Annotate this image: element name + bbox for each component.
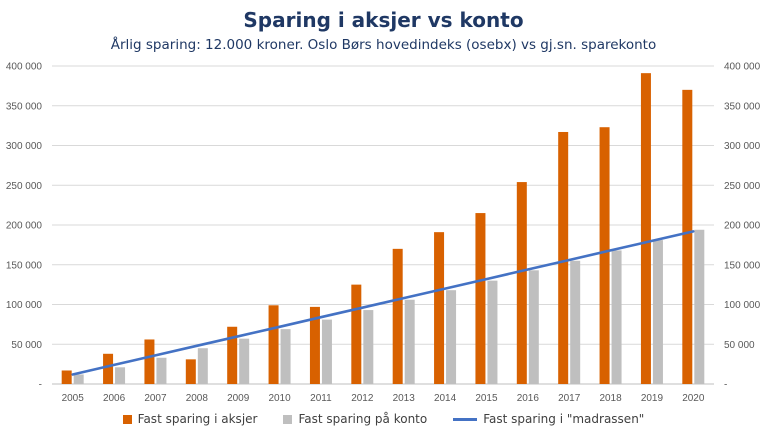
x-tick-label: 2013: [393, 393, 416, 404]
bar-stocks: [640, 73, 651, 384]
x-tick-label: 2009: [227, 393, 250, 404]
y-tick-label-right: 50 000: [724, 340, 755, 351]
legend-swatch-account: [283, 414, 293, 424]
y-tick-label-right: 100 000: [724, 300, 761, 311]
bar-stocks: [185, 359, 196, 384]
bar-account: [239, 338, 250, 384]
bar-account: [528, 270, 539, 384]
y-tick-label-left: 400 000: [6, 62, 43, 73]
bar-stocks: [351, 284, 362, 384]
y-tick-label-right: 300 000: [724, 141, 761, 152]
bar-account: [321, 319, 332, 384]
line-series: [71, 230, 695, 376]
y-tick-label-left: 150 000: [6, 260, 43, 271]
x-tick-label: 2020: [682, 393, 705, 404]
bar-stocks: [682, 89, 693, 384]
y-tick-label-right: 250 000: [724, 181, 761, 192]
x-tick-label: 2011: [310, 393, 332, 404]
bar-stocks: [599, 127, 610, 384]
y-tick-label-left: 100 000: [6, 300, 43, 311]
bar-stocks: [434, 232, 445, 384]
bar-stocks: [144, 339, 155, 384]
x-tick-label: 2005: [62, 393, 85, 404]
bar-account: [115, 367, 126, 384]
y-tick-label-left: 350 000: [6, 101, 43, 112]
x-tick-label: 2018: [599, 393, 622, 404]
x-tick-label: 2014: [434, 393, 457, 404]
x-tick-label: 2007: [144, 393, 167, 404]
x-axis: 2005 2006 2007 2008 2009 2010 2011 2012 2013 2014…: [62, 393, 705, 404]
x-tick-label: 2008: [186, 393, 209, 404]
y-tick-label-left: 250 000: [6, 181, 43, 192]
bar-stocks: [103, 353, 114, 384]
bar-stocks: [309, 306, 320, 384]
y-tick-label-right: 350 000: [724, 101, 761, 112]
y-tick-label-right: -: [724, 380, 727, 391]
x-tick-label: 2017: [558, 393, 581, 404]
bar-stocks: [475, 213, 486, 384]
bar-stocks: [558, 131, 569, 384]
y-axis-left: - 50 000 100 000 150 000 200 000 250 000 300 0…: [6, 62, 43, 391]
bar-account: [487, 280, 498, 384]
bar-account: [446, 290, 457, 384]
x-tick-label: 2015: [475, 393, 498, 404]
y-axis-right: - 50 000 100 000 150 000 200 000 250 000 300 0…: [724, 62, 761, 391]
y-tick-label-left: 200 000: [6, 221, 43, 232]
legend: Fast sparing i aksjer Fast sparing på ko…: [0, 412, 767, 426]
bar-account: [404, 299, 415, 384]
bars: [61, 73, 705, 384]
y-tick-label-right: 150 000: [724, 260, 761, 271]
bar-account: [694, 229, 705, 384]
y-tick-label-right: 200 000: [724, 221, 761, 232]
bar-account: [652, 240, 663, 384]
legend-item-account: Fast sparing på konto: [283, 412, 427, 426]
legend-swatch-mattress: [453, 417, 478, 421]
legend-label-stocks: Fast sparing i aksjer: [137, 412, 258, 426]
bar-stocks: [268, 305, 279, 384]
legend-item-stocks: Fast sparing i aksjer: [122, 412, 258, 426]
bar-account: [363, 310, 374, 384]
x-tick-label: 2019: [641, 393, 664, 404]
bar-stocks: [392, 248, 403, 384]
bar-account: [156, 357, 167, 384]
x-tick-label: 2010: [268, 393, 291, 404]
y-tick-label-left: -: [39, 380, 42, 391]
legend-item-mattress: Fast sparing i "madrassen": [453, 412, 644, 426]
bar-stocks: [516, 182, 527, 384]
y-tick-label-left: 50 000: [11, 340, 42, 351]
bar-stocks: [61, 370, 72, 384]
chart-subtitle: Årlig sparing: 12.000 kroner. Oslo Børs …: [110, 37, 657, 53]
legend-swatch-stocks: [122, 414, 132, 424]
bar-stocks: [227, 326, 238, 384]
legend-label-mattress: Fast sparing i "madrassen": [483, 412, 645, 426]
x-tick-label: 2012: [351, 393, 374, 404]
bar-account: [73, 374, 84, 384]
chart-title: Sparing i aksjer vs konto: [243, 8, 524, 32]
y-tick-label-right: 400 000: [724, 62, 761, 73]
line-mattress: [71, 230, 695, 376]
bar-account: [611, 250, 622, 384]
x-tick-label: 2016: [517, 393, 540, 404]
x-tick-label: 2006: [103, 393, 126, 404]
bar-account: [197, 348, 208, 384]
bar-account: [570, 260, 581, 384]
y-tick-label-left: 300 000: [6, 141, 43, 152]
bar-account: [280, 329, 291, 384]
legend-label-account: Fast sparing på konto: [298, 412, 428, 426]
